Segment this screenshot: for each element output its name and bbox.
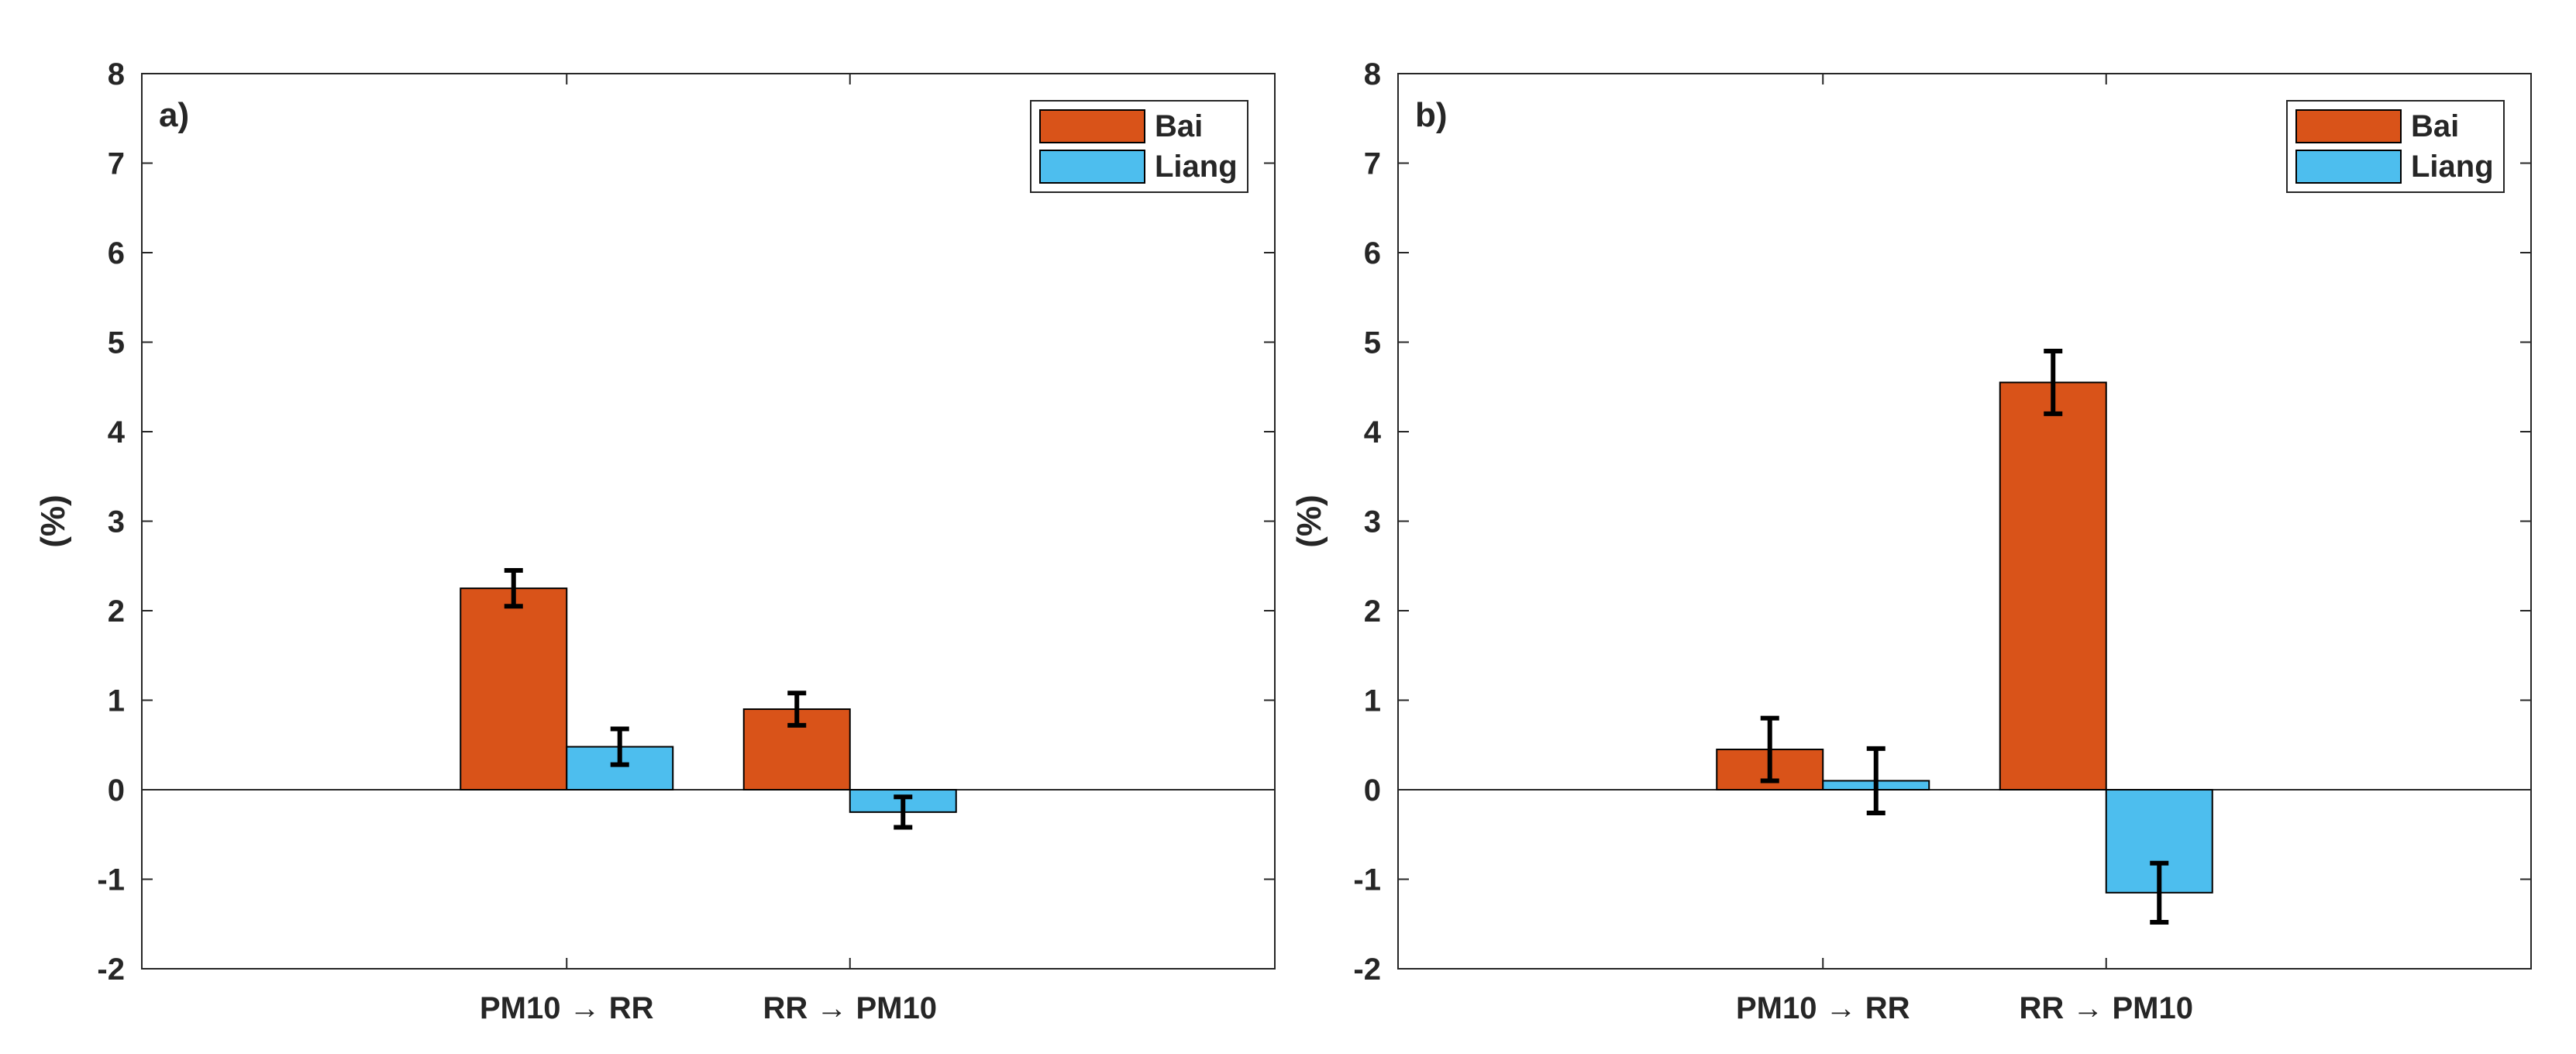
y-tick-label: 5 bbox=[1364, 326, 1381, 360]
y-axis-label: (%) bbox=[34, 494, 72, 547]
y-tick-label: 7 bbox=[108, 147, 125, 181]
y-tick-label: -1 bbox=[97, 863, 125, 897]
error-bar-liang-1 bbox=[610, 726, 629, 767]
y-axis-label: (%) bbox=[1290, 494, 1328, 547]
error-bar-liang-2 bbox=[894, 794, 913, 830]
y-tick-label: -2 bbox=[97, 952, 125, 987]
y-tick-label: 5 bbox=[108, 326, 125, 360]
legend-swatch-bai bbox=[2295, 109, 2402, 143]
y-tick-label: 6 bbox=[1364, 236, 1381, 270]
panel-label: a) bbox=[159, 96, 189, 134]
error-bar-bai-2 bbox=[2044, 349, 2063, 416]
y-tick-label: 2 bbox=[108, 594, 125, 629]
legend-swatch-bai bbox=[1039, 109, 1145, 143]
axes-box bbox=[1397, 73, 2532, 970]
error-bar-bai-1 bbox=[504, 568, 523, 609]
y-tick-label: 2 bbox=[1364, 594, 1381, 629]
error-bar-liang-2 bbox=[2150, 860, 2169, 925]
y-tick-label: 1 bbox=[1364, 684, 1381, 718]
y-tick-label: 7 bbox=[1364, 147, 1381, 181]
y-tick-label: 8 bbox=[108, 57, 125, 91]
legend-label-bai: Bai bbox=[2411, 109, 2459, 143]
legend-swatch-liang bbox=[1039, 150, 1145, 184]
legend: Bai Liang bbox=[2286, 100, 2505, 193]
error-bar-bai-2 bbox=[787, 691, 807, 728]
y-tick-label: 4 bbox=[108, 415, 126, 450]
legend-swatch-liang bbox=[2295, 150, 2402, 184]
chart-panel-2: -2 -1 0 1 2 3 4 5 6 7 8 PM10 → RR RR → PM10 (%) b) Bai L… bbox=[1290, 57, 2532, 1025]
y-tick-label: 4 bbox=[1364, 415, 1382, 450]
error-bar-bai-1 bbox=[1760, 715, 1779, 784]
error-bar-liang-1 bbox=[1866, 746, 1886, 816]
x-category-label: RR → PM10 bbox=[763, 991, 938, 1025]
bar-bai-1 bbox=[460, 587, 568, 790]
legend: Bai Liang bbox=[1030, 100, 1248, 193]
panel-label: b) bbox=[1415, 96, 1448, 134]
legend-label-liang: Liang bbox=[1155, 150, 1238, 184]
axes-box bbox=[141, 73, 1276, 970]
y-tick-label: 3 bbox=[108, 505, 125, 539]
x-category-label: PM10 → RR bbox=[480, 991, 654, 1025]
legend-label-bai: Bai bbox=[1155, 109, 1203, 143]
y-tick-label: -2 bbox=[1353, 952, 1381, 987]
y-tick-label: -1 bbox=[1353, 863, 1381, 897]
y-tick-label: 3 bbox=[1364, 505, 1381, 539]
y-tick-label: 1 bbox=[108, 684, 125, 718]
x-category-label: PM10 → RR bbox=[1736, 991, 1910, 1025]
legend-label-liang: Liang bbox=[2411, 150, 2494, 184]
y-tick-label: 8 bbox=[1364, 57, 1381, 91]
y-tick-label: 0 bbox=[1364, 773, 1381, 808]
y-tick-label: 6 bbox=[108, 236, 125, 270]
bar-bai-2 bbox=[1999, 381, 2107, 791]
chart-panel-1: -2 -1 0 1 2 3 4 5 6 7 8 PM10 → RR RR → PM10 (%) a) Bai L… bbox=[34, 57, 1276, 1025]
x-category-label: RR → PM10 bbox=[2020, 991, 2194, 1025]
y-tick-label: 0 bbox=[108, 773, 125, 808]
